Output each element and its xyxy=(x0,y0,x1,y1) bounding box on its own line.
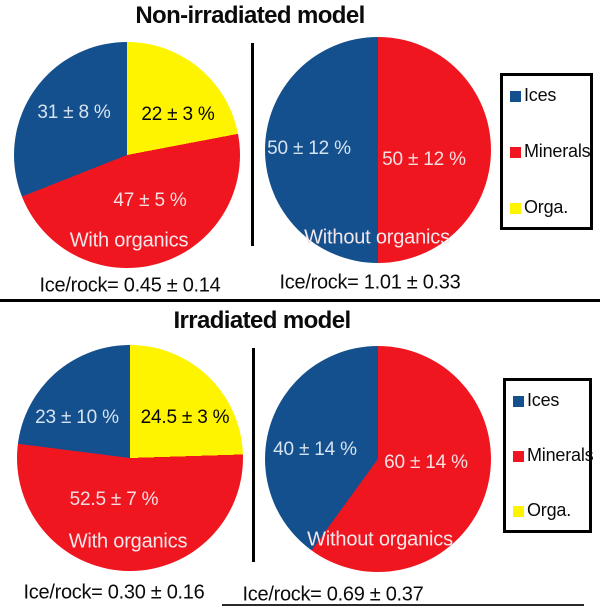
legend-label-organics: Orga. xyxy=(527,500,572,520)
pie-label-ices: 40 ± 14 % xyxy=(273,439,357,460)
legend-item-minerals: Minerals xyxy=(513,445,594,466)
legend-label-minerals: Minerals xyxy=(527,445,594,465)
bottom-edge-line xyxy=(222,604,584,606)
pie-label-ices: 23 ± 10 % xyxy=(35,407,119,428)
pie-label-minerals: 52.5 ± 7 % xyxy=(69,489,159,510)
legend-item-minerals: Minerals xyxy=(510,141,591,162)
legend-label-minerals: Minerals xyxy=(524,141,591,161)
pie-non-irradiated-with-organics: 31 ± 8 % 22 ± 3 % 47 ± 5 % With organics xyxy=(14,42,240,268)
pie-non-irradiated-without-organics: 50 ± 12 % 50 ± 12 % Without organics xyxy=(265,37,491,263)
separator-horizontal xyxy=(0,299,600,302)
pie-label-minerals: 47 ± 5 % xyxy=(113,190,187,211)
divider-bottom-vertical xyxy=(252,348,255,562)
ices-swatch xyxy=(513,395,524,407)
pie-label-minerals: 60 ± 14 % xyxy=(384,452,468,473)
legend-item-ices: Ices xyxy=(513,390,587,411)
organics-swatch xyxy=(510,202,521,214)
title-irradiated: Irradiated model xyxy=(173,307,351,334)
divider-top-vertical xyxy=(251,43,254,246)
pie-label-minerals: 50 ± 12 % xyxy=(382,149,466,170)
ice-rock-ratio-irradiated-without: Ice/rock= 0.69 ± 0.37 xyxy=(242,583,424,606)
pie-caption: With organics xyxy=(68,530,188,553)
organics-swatch xyxy=(513,505,524,517)
pie-irradiated-with-organics: 23 ± 10 % 24.5 ± 3 % 52.5 ± 7 % With org… xyxy=(17,345,243,571)
ice-rock-ratio-non-irradiated-with: Ice/rock= 0.45 ± 0.14 xyxy=(39,274,221,297)
pie-label-organics: 24.5 ± 3 % xyxy=(140,407,230,428)
ice-rock-ratio-irradiated-with: Ice/rock= 0.30 ± 0.16 xyxy=(23,581,205,604)
title-non-irradiated: Non-irradiated model xyxy=(135,2,365,29)
legend-label-ices: Ices xyxy=(524,85,557,105)
legend-bottom: Ices Minerals Orga. xyxy=(503,378,594,533)
pie-caption: Without organics xyxy=(307,528,453,551)
legend-label-ices: Ices xyxy=(527,390,560,410)
ices-swatch xyxy=(510,90,521,102)
pie-caption: With organics xyxy=(69,229,189,252)
pie-label-ices: 31 ± 8 % xyxy=(37,102,111,123)
legend-item-organics: Orga. xyxy=(513,500,587,521)
pie-irradiated-without-organics: 40 ± 14 % 60 ± 14 % Without organics xyxy=(265,346,491,572)
minerals-swatch xyxy=(513,450,524,462)
ice-rock-ratio-non-irradiated-without: Ice/rock= 1.01 ± 0.33 xyxy=(279,271,461,294)
pie-label-ices: 50 ± 12 % xyxy=(267,138,351,159)
legend-top: Ices Minerals Orga. xyxy=(500,73,593,230)
minerals-swatch xyxy=(510,146,521,158)
legend-item-organics: Orga. xyxy=(510,197,588,218)
pie-label-organics: 22 ± 3 % xyxy=(141,104,215,125)
legend-item-ices: Ices xyxy=(510,85,588,106)
legend-label-organics: Orga. xyxy=(524,197,569,217)
pie-caption: Without organics xyxy=(304,226,450,249)
